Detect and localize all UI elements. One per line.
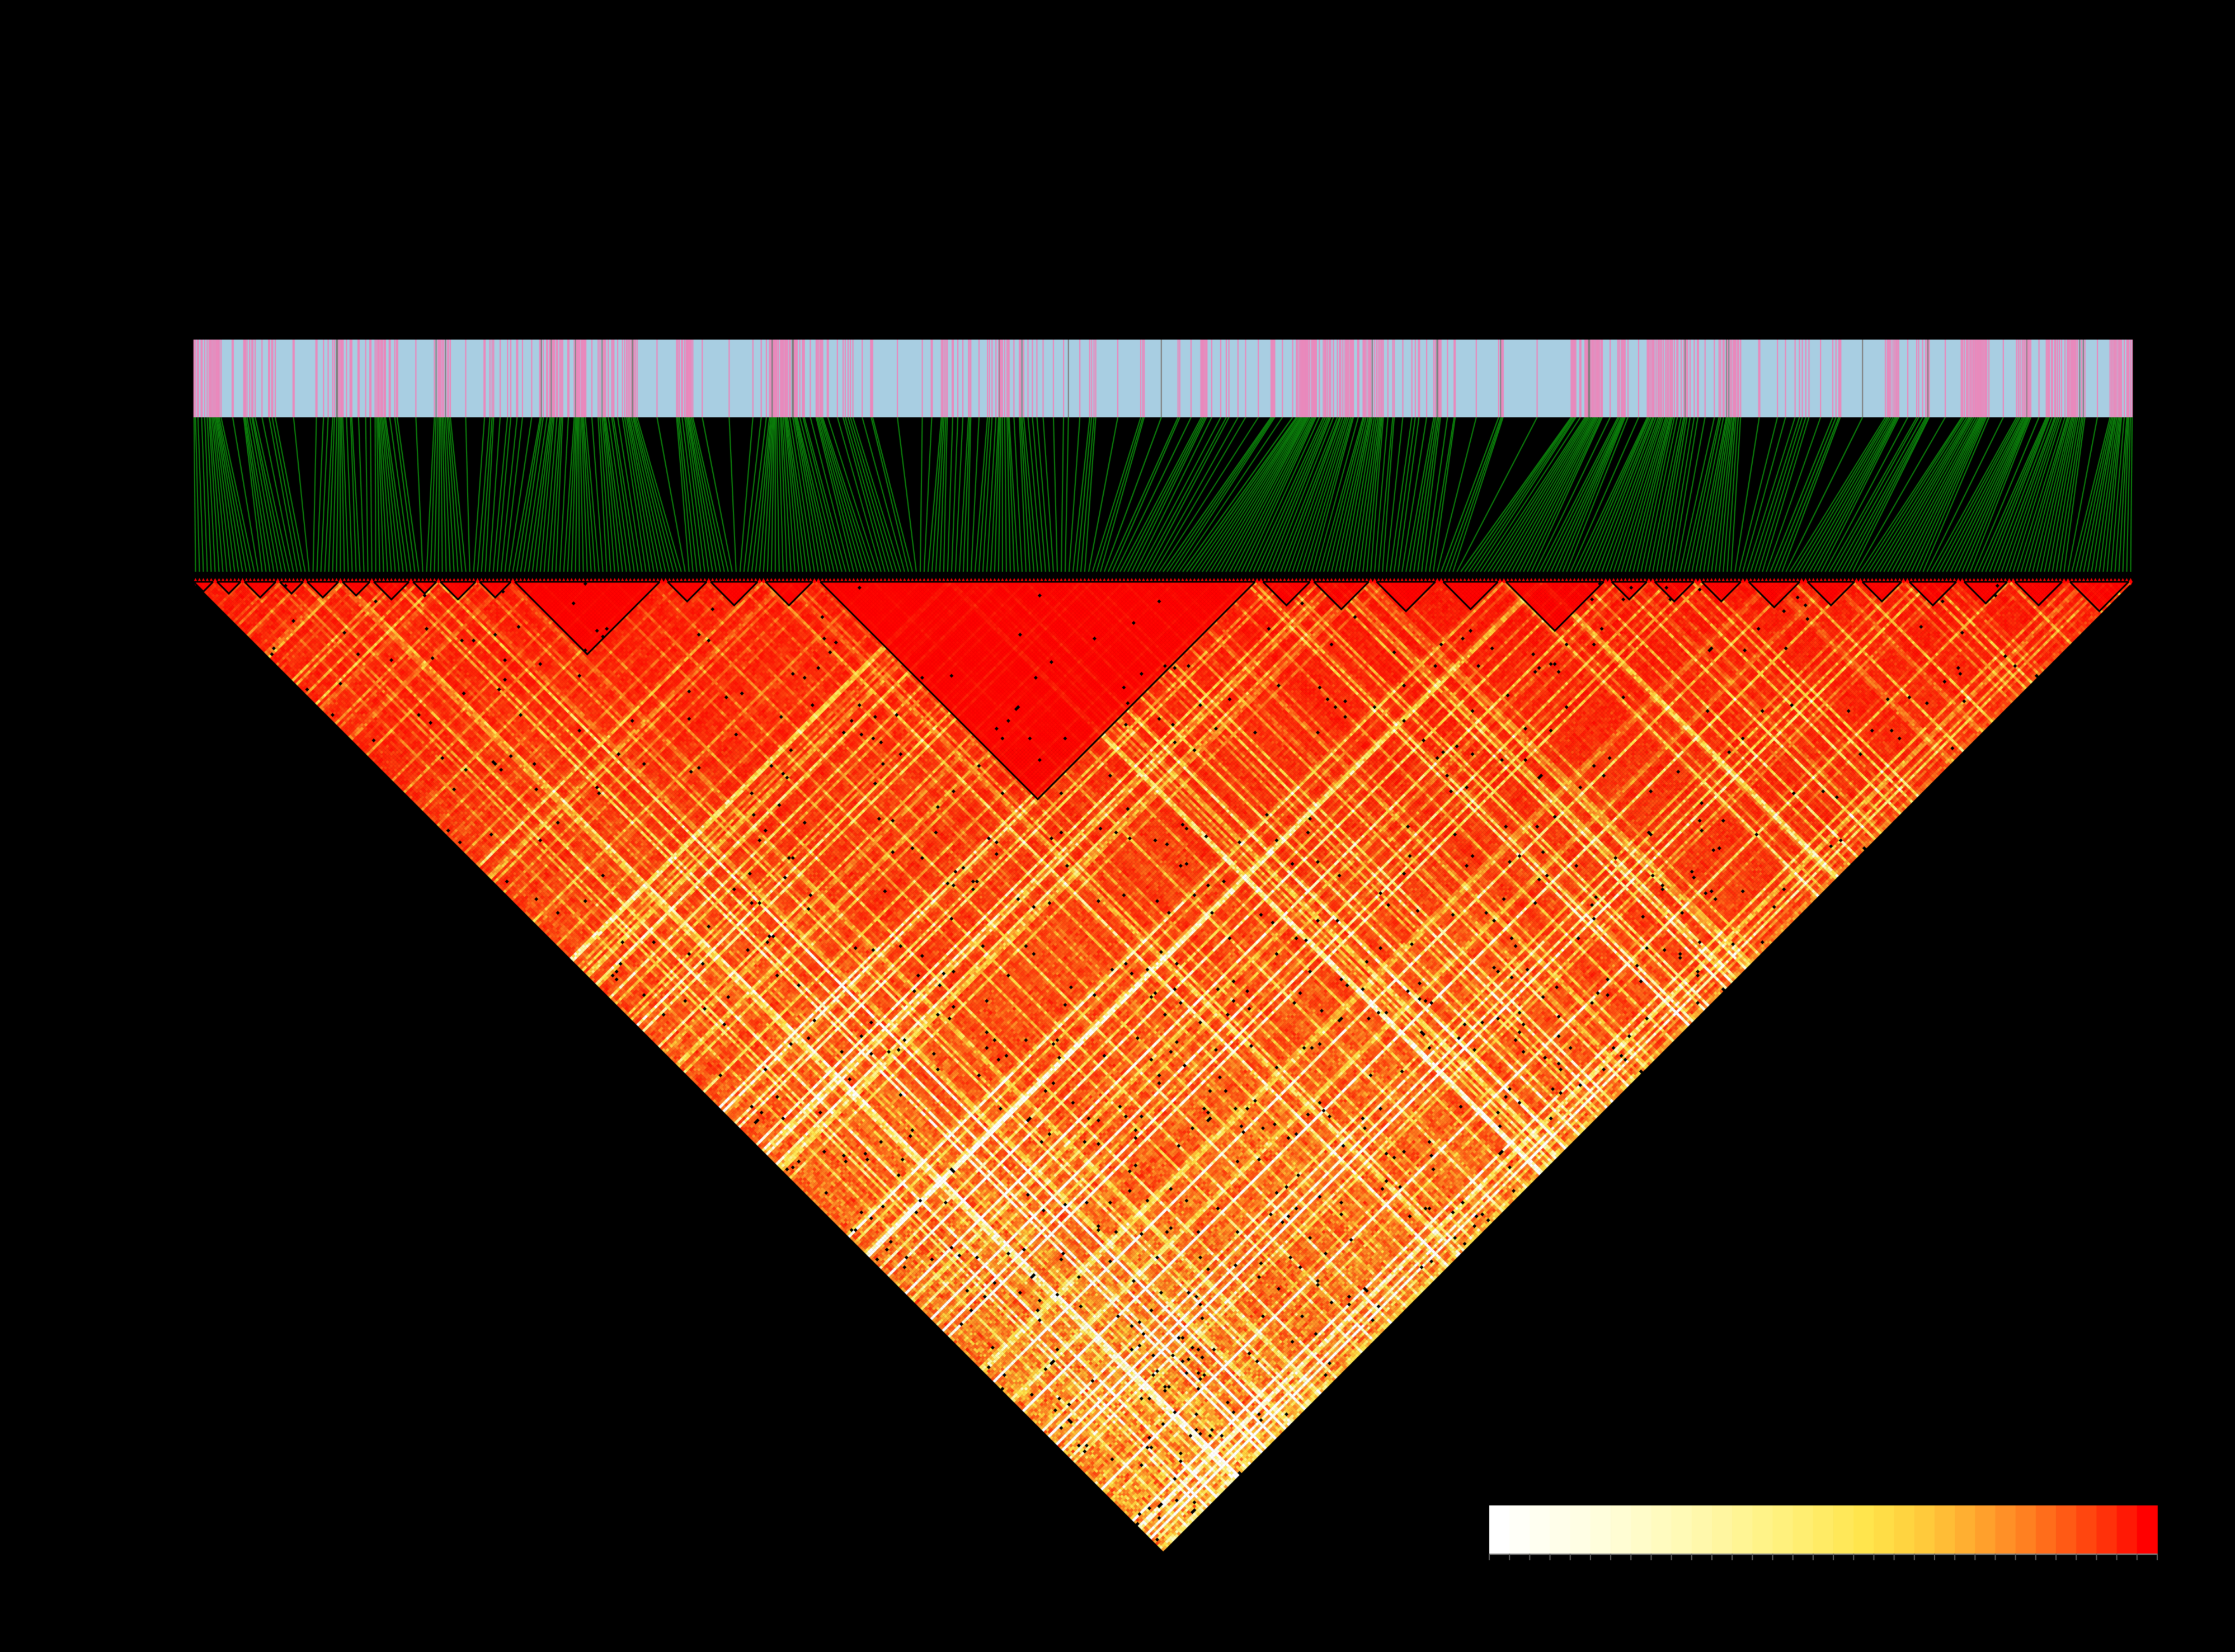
ld-plot-canvas [0, 0, 2235, 1652]
ld-heatmap-figure [0, 0, 2235, 1652]
